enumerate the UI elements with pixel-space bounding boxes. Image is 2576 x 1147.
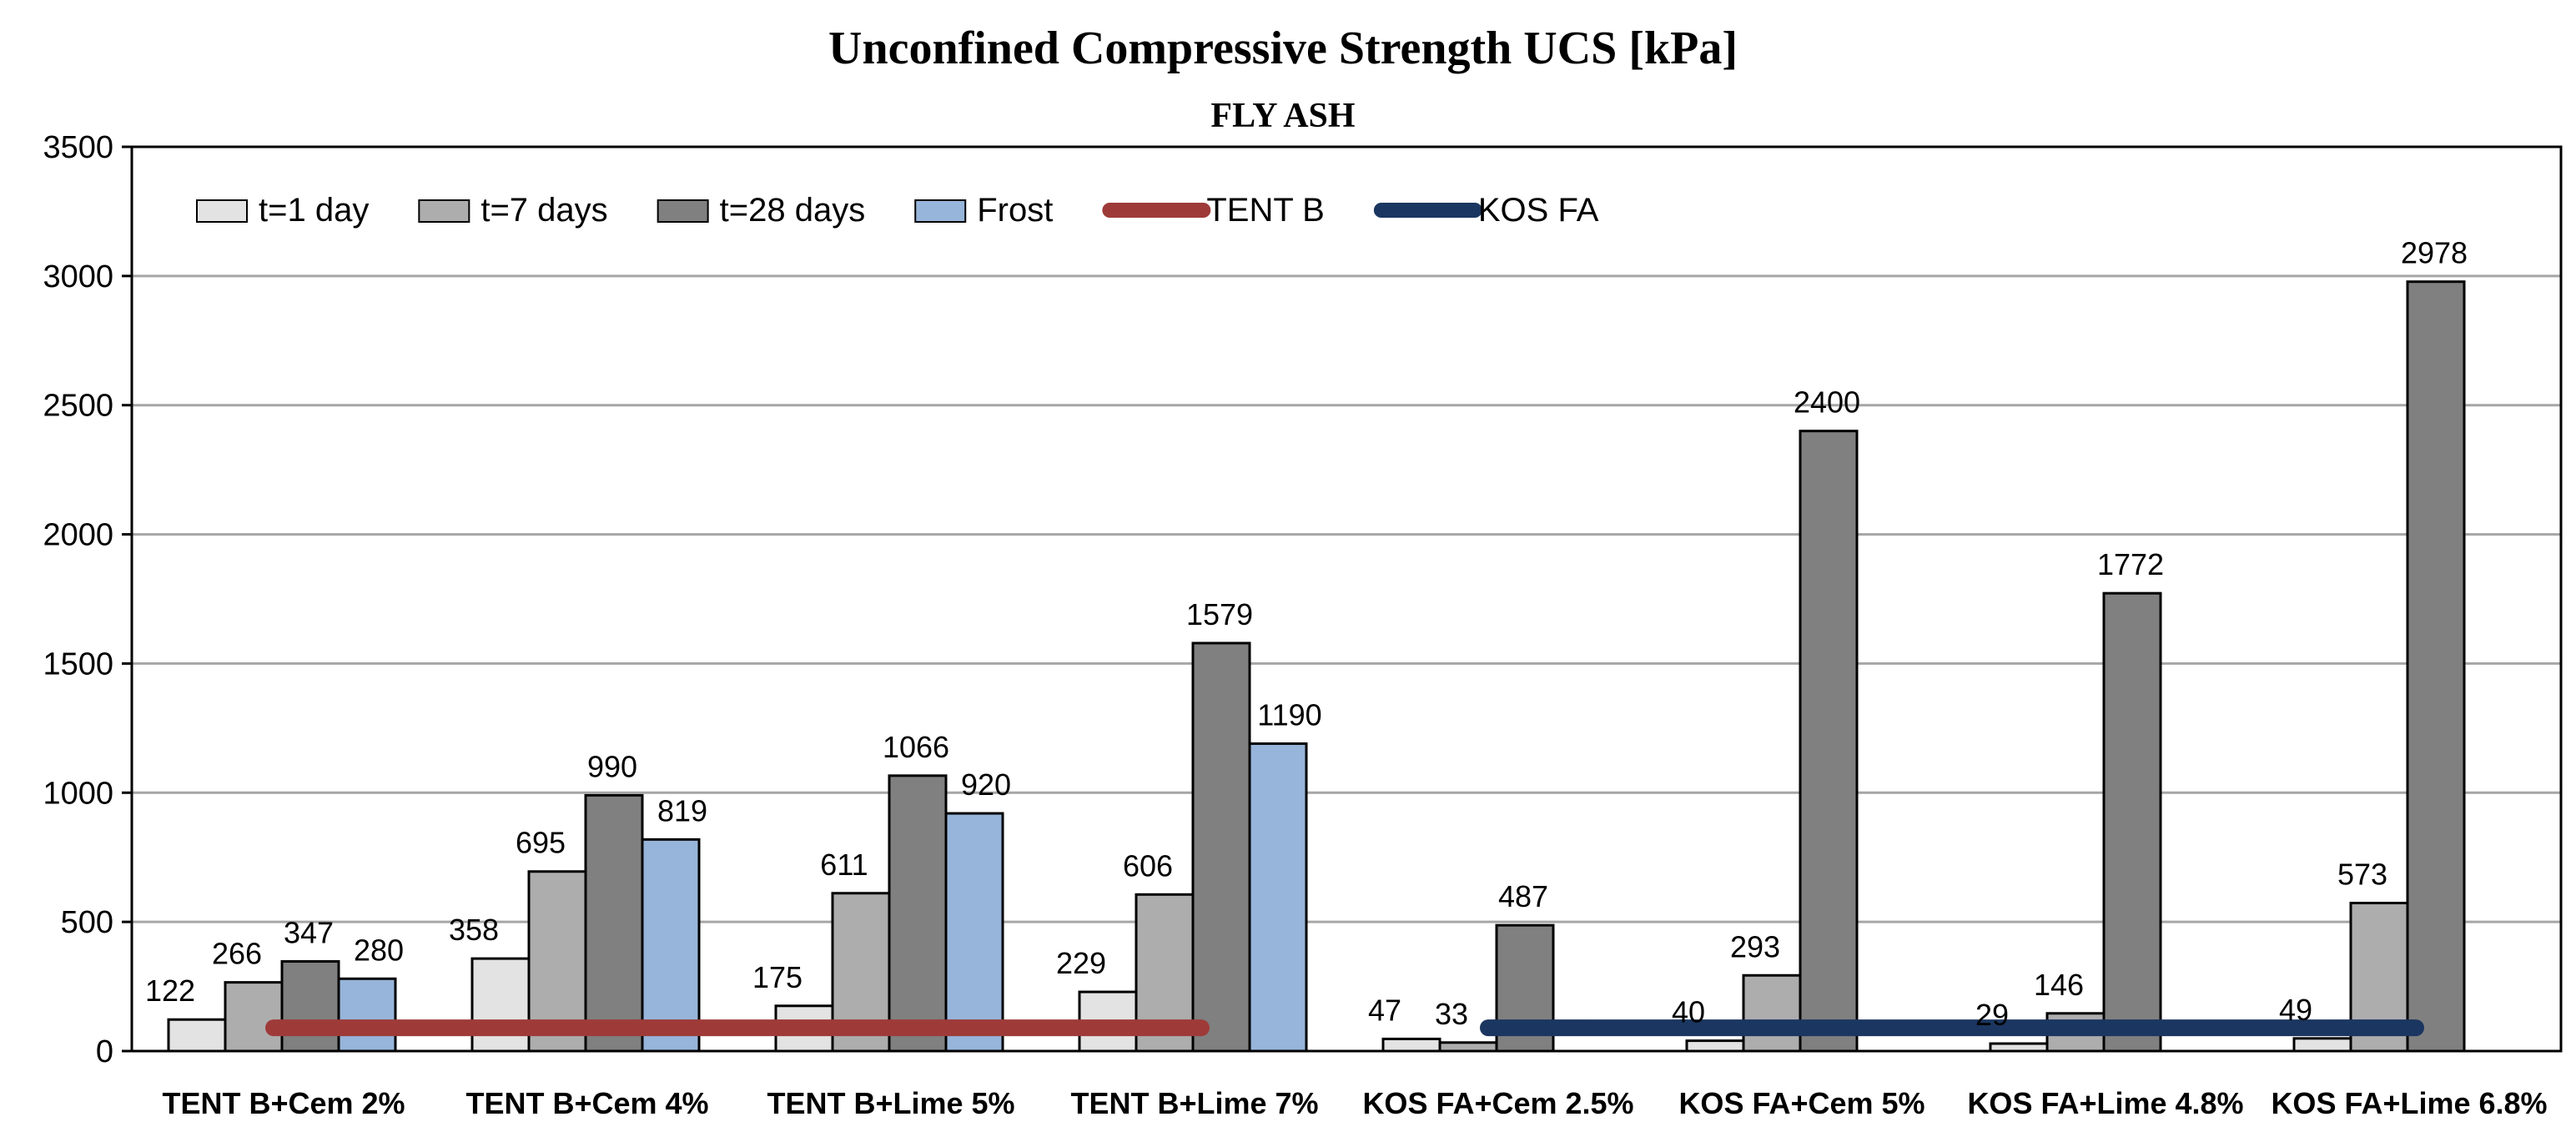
y-tick-label: 1000 — [43, 776, 113, 811]
data-label: 920 — [961, 767, 1011, 802]
data-label: 1066 — [883, 730, 949, 764]
data-label: 266 — [212, 937, 262, 971]
bar-1 — [224, 981, 284, 1053]
y-tick-label: 500 — [61, 905, 113, 940]
data-label: 487 — [1498, 879, 1548, 913]
bar-3 — [944, 812, 1004, 1053]
legend-swatch — [418, 199, 470, 223]
data-label: 175 — [752, 960, 802, 994]
legend-label: t=1 day — [259, 192, 369, 229]
bar-2 — [1799, 430, 1859, 1053]
legend-swatch — [196, 199, 248, 223]
data-label: 1579 — [1186, 597, 1253, 631]
bar-0 — [1381, 1037, 1441, 1053]
data-label: 33 — [1435, 997, 1468, 1031]
x-tick-label: TENT B+Cem 2% — [162, 1086, 405, 1120]
legend-swatch — [914, 199, 967, 223]
x-tick-label: KOS FA+Lime 6.8% — [2271, 1086, 2547, 1120]
data-label: 29 — [1975, 998, 2009, 1032]
data-label: 122 — [145, 973, 195, 1008]
legend-label: KOS FA — [1478, 192, 1599, 229]
bar-0 — [167, 1018, 227, 1053]
data-label: 990 — [587, 749, 637, 783]
plot-area-frame — [130, 145, 2563, 1053]
y-tick-label: 2000 — [43, 518, 113, 553]
chart-title: Unconfined Compressive Strength UCS [kPa… — [828, 23, 1738, 74]
x-tick-label: KOS FA+Cem 5% — [1678, 1086, 1924, 1120]
y-tick-label: 3500 — [43, 130, 113, 165]
y-tick-label: 1500 — [43, 646, 113, 682]
data-label: 606 — [1123, 848, 1173, 883]
gridlines — [132, 274, 2561, 923]
x-tick-label: TENT B+Lime 7% — [1070, 1086, 1318, 1120]
data-label: 280 — [354, 933, 404, 967]
bar-0 — [470, 957, 531, 1053]
legend-label: t=7 days — [480, 192, 607, 229]
bar-2 — [280, 960, 340, 1053]
y-tick-label: 0 — [96, 1034, 113, 1069]
x-tick-label: KOS FA+Lime 4.8% — [1967, 1086, 2243, 1120]
data-label: 293 — [1730, 929, 1780, 963]
data-label: 2978 — [2401, 236, 2468, 270]
data-label: 2400 — [1794, 385, 1860, 420]
bar-2 — [888, 774, 948, 1053]
data-label: 40 — [1672, 995, 1705, 1029]
data-label: 573 — [2337, 858, 2387, 892]
legend: t=1 day t=7 days t=28 days Frost TENT B KOS F… — [196, 192, 1599, 229]
bar-3 — [1248, 742, 1308, 1053]
bar-1 — [1742, 973, 1802, 1053]
bar-3 — [337, 977, 397, 1053]
data-label: 1190 — [1257, 697, 1321, 732]
bar-2 — [584, 793, 644, 1053]
data-label: 1772 — [2097, 547, 2164, 581]
bar-2 — [2102, 591, 2162, 1053]
data-label: 695 — [516, 826, 566, 860]
data-label: 611 — [820, 848, 868, 882]
bar-2 — [1191, 641, 1251, 1053]
legend-label: t=28 days — [720, 192, 866, 229]
chart-subtitle: FLY ASH — [1210, 97, 1355, 135]
data-label: 229 — [1056, 946, 1106, 980]
data-labels: 122 266 347 280 358 695 990 819 175 611 1066 920 229… — [145, 236, 2468, 1032]
x-tick-label: TENT B+Lime 5% — [767, 1086, 1014, 1120]
data-label: 146 — [2034, 968, 2084, 1002]
bar-2 — [2406, 280, 2466, 1053]
x-tick-label: KOS FA+Cem 2.5% — [1362, 1086, 1633, 1120]
bar-3 — [641, 838, 701, 1053]
bar-0 — [1685, 1039, 1745, 1053]
legend-swatch — [657, 199, 709, 223]
x-axis: TENT B+Cem 2% TENT B+Cem 4% TENT B+Lime 5%… — [132, 1049, 2561, 1120]
y-tick-label: 2500 — [43, 389, 113, 424]
legend-label: Frost — [977, 192, 1053, 229]
legend-label: TENT B — [1206, 192, 1325, 229]
y-tick-label: 3000 — [43, 259, 113, 294]
x-tick-label: TENT B+Cem 4% — [465, 1086, 708, 1120]
data-label: 347 — [284, 916, 334, 950]
data-label: 358 — [449, 913, 499, 947]
bars — [167, 280, 2466, 1053]
y-axis: 0 500 1000 1500 2000 2500 3000 3500 — [43, 130, 132, 1069]
data-label: 47 — [1368, 993, 1401, 1027]
data-label: 49 — [2279, 993, 2312, 1027]
bar-0 — [2292, 1037, 2352, 1053]
bar-1 — [1438, 1041, 1498, 1053]
data-label: 819 — [657, 793, 707, 828]
